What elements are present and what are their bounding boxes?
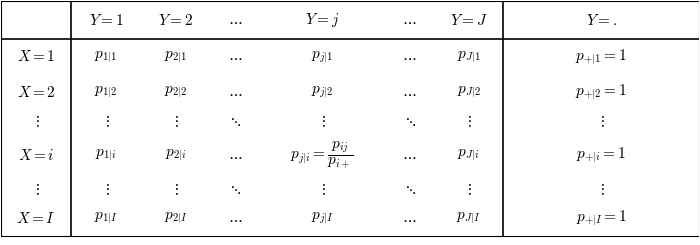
Text: $\vdots$: $\vdots$ [318, 114, 326, 129]
Text: $p_{1|I}$: $p_{1|I}$ [94, 211, 118, 226]
Text: $\cdots$: $\cdots$ [228, 85, 242, 100]
Text: $\vdots$: $\vdots$ [598, 114, 604, 129]
Text: $p_{2|i}$: $p_{2|i}$ [165, 148, 186, 163]
Text: $\vdots$: $\vdots$ [102, 114, 109, 129]
Text: $\cdots$: $\cdots$ [402, 49, 416, 64]
Text: $p_{j|I}$: $p_{j|I}$ [311, 211, 334, 226]
Text: $p_{2|2}$: $p_{2|2}$ [164, 85, 188, 100]
Text: $p_{2|I}$: $p_{2|I}$ [164, 211, 188, 226]
Text: $\vdots$: $\vdots$ [172, 114, 179, 129]
Text: $p_{1|1}$: $p_{1|1}$ [94, 49, 118, 65]
Text: $\vdots$: $\vdots$ [465, 182, 472, 197]
Text: $\cdots$: $\cdots$ [402, 211, 416, 226]
Text: $X=2$: $X=2$ [17, 85, 55, 100]
Text: $Y=2$: $Y=2$ [158, 13, 193, 28]
Text: $p_{J|I}$: $p_{J|I}$ [456, 211, 481, 226]
Text: $\cdots$: $\cdots$ [228, 148, 242, 163]
Text: $p_{+|i}=1$: $p_{+|i}=1$ [576, 146, 626, 165]
Text: $\vdots$: $\vdots$ [172, 182, 179, 197]
Text: $\ddots$: $\ddots$ [402, 182, 416, 197]
Text: $\cdots$: $\cdots$ [228, 13, 242, 28]
Text: $\vdots$: $\vdots$ [102, 182, 109, 197]
Text: $\cdots$: $\cdots$ [228, 49, 242, 64]
Text: $p_{j|1}$: $p_{j|1}$ [311, 49, 333, 65]
Text: $\vdots$: $\vdots$ [598, 182, 604, 197]
Text: $p_{+|I}=1$: $p_{+|I}=1$ [575, 209, 626, 228]
Text: $\vdots$: $\vdots$ [33, 114, 40, 129]
Text: $Y=j$: $Y=j$ [305, 11, 340, 29]
Text: $p_{1|i}$: $p_{1|i}$ [95, 148, 117, 163]
Text: $\ddots$: $\ddots$ [402, 114, 416, 129]
Text: $X=i$: $X=i$ [18, 148, 55, 163]
Text: $\cdots$: $\cdots$ [402, 85, 416, 100]
Text: $p_{+|1}=1$: $p_{+|1}=1$ [575, 47, 626, 67]
Text: $\ddots$: $\ddots$ [228, 114, 242, 129]
Text: $p_{J|i}$: $p_{J|i}$ [457, 148, 480, 163]
Text: $\vdots$: $\vdots$ [318, 182, 326, 197]
Text: $\cdots$: $\cdots$ [402, 13, 416, 28]
Text: $\cdots$: $\cdots$ [402, 148, 416, 163]
Text: $\vdots$: $\vdots$ [33, 182, 40, 197]
Text: $p_{j|i}=\dfrac{p_{ij}}{p_{i+}}$: $p_{j|i}=\dfrac{p_{ij}}{p_{i+}}$ [290, 140, 354, 171]
Text: $\vdots$: $\vdots$ [465, 114, 472, 129]
Text: $p_{J|1}$: $p_{J|1}$ [456, 49, 480, 65]
Text: $p_{+|2}=1$: $p_{+|2}=1$ [575, 83, 626, 102]
Text: $\ddots$: $\ddots$ [228, 182, 242, 197]
Text: $Y=1$: $Y=1$ [89, 13, 123, 28]
Text: $X=I$: $X=I$ [17, 211, 56, 226]
Text: $p_{J|2}$: $p_{J|2}$ [456, 85, 480, 100]
Text: $X=1$: $X=1$ [17, 49, 55, 64]
Text: $Y=.$: $Y=.$ [585, 13, 617, 28]
Text: $\cdots$: $\cdots$ [228, 211, 242, 226]
Text: $Y=J$: $Y=J$ [449, 13, 487, 28]
Text: $p_{1|2}$: $p_{1|2}$ [94, 85, 118, 100]
Text: $p_{2|1}$: $p_{2|1}$ [164, 49, 187, 65]
Text: $p_{j|2}$: $p_{j|2}$ [311, 85, 333, 100]
